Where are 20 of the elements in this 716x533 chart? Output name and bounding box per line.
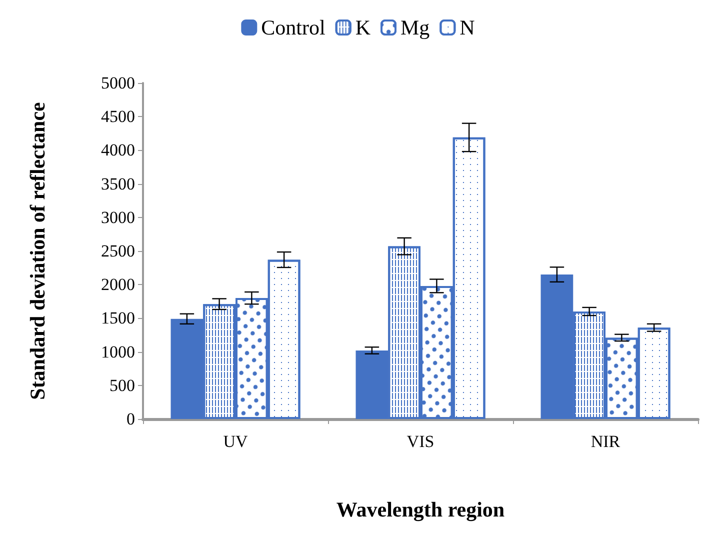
legend-label: K <box>355 16 371 40</box>
x-axis-title: Wavelength region <box>336 498 505 522</box>
y-tick-label: 3500 <box>101 174 135 194</box>
y-tick-label: 0 <box>126 410 135 428</box>
y-tick-label: 5000 <box>101 74 135 92</box>
y-tick-label: 2000 <box>101 275 135 294</box>
x-tick-label: UV <box>223 432 248 451</box>
legend-label: N <box>460 16 475 40</box>
legend-label: Mg <box>400 16 430 40</box>
y-tick-label: 1500 <box>101 308 135 328</box>
y-tick-label: 2500 <box>101 242 135 260</box>
y-axis-title: Standard deviation of reflectance <box>26 102 50 400</box>
y-tick-label: 4000 <box>101 140 135 160</box>
y-tick-label: 1000 <box>101 342 135 362</box>
y-tick-label: 500 <box>110 376 135 395</box>
x-tick-label: NIR <box>590 432 621 451</box>
y-tick-label: 4500 <box>101 107 135 126</box>
x-tick-label: VIS <box>406 432 434 451</box>
legend-label: Control <box>261 16 326 40</box>
y-tick-label: 3000 <box>101 208 135 227</box>
